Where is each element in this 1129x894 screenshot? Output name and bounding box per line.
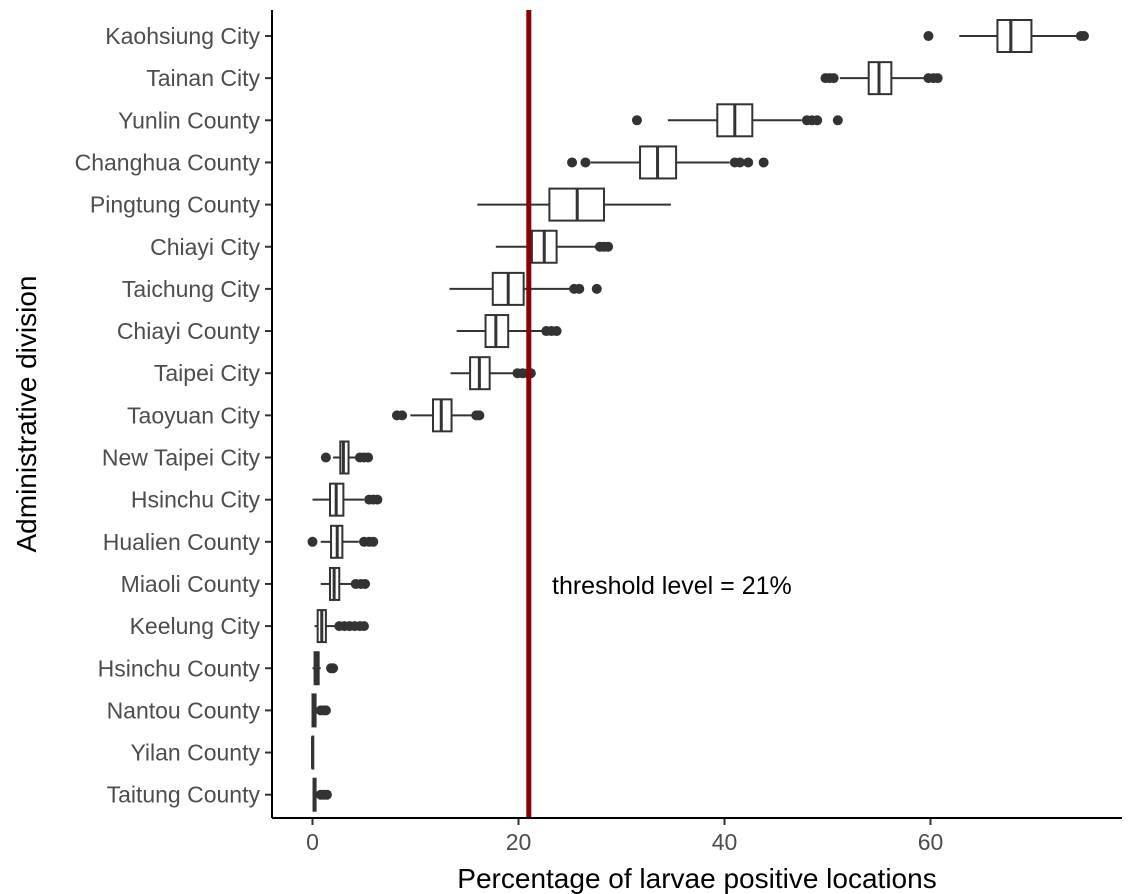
outlier-point xyxy=(372,494,383,505)
box-new-taipei-city xyxy=(320,440,374,475)
x-tick-label-40: 40 xyxy=(712,829,738,855)
y-tick-label-tainan-city: Tainan City xyxy=(146,65,260,91)
y-tick-label-taichung-city: Taichung City xyxy=(122,276,261,302)
outlier-point xyxy=(320,452,331,463)
box-changhua-county xyxy=(567,145,769,180)
y-tick-label-chiayi-county: Chiayi County xyxy=(117,318,261,344)
box-tainan-city xyxy=(820,61,943,96)
outlier-point xyxy=(923,31,934,41)
box-yunlin-county xyxy=(631,103,843,138)
box-nantou-county xyxy=(311,693,331,728)
box-hsinchu-county xyxy=(312,651,339,686)
outlier-point xyxy=(321,789,332,800)
y-tick-label-hsinchu-city: Hsinchu City xyxy=(131,487,261,513)
y-tick-label-taitung-county: Taitung County xyxy=(107,782,261,808)
box-taipei-city xyxy=(450,356,536,391)
y-tick-label-new-taipei-city: New Taipei City xyxy=(102,445,261,471)
box-yilan-county xyxy=(311,735,315,770)
outlier-point xyxy=(734,157,745,168)
y-tick-label-miaoli-county: Miaoli County xyxy=(121,571,261,597)
y-tick-label-changhua-county: Changhua County xyxy=(75,149,261,175)
box-miaoli-county xyxy=(320,566,371,601)
box-kaohsiung-city xyxy=(923,19,1089,53)
outlier-point xyxy=(360,578,371,589)
box-hualien-county xyxy=(307,524,379,559)
y-tick-labels: Kaohsiung City Tainan City Yunlin County Ch… xyxy=(75,23,261,808)
outlier-point xyxy=(580,157,591,168)
box-chiayi-city xyxy=(495,229,614,264)
outlier-point xyxy=(932,73,943,84)
outlier-point xyxy=(328,663,339,674)
outlier-point xyxy=(631,115,642,126)
y-tick-label-keelung-city: Keelung City xyxy=(130,613,261,639)
box-pingtung-county xyxy=(477,187,671,222)
outlier-point xyxy=(574,283,585,294)
outlier-point xyxy=(758,157,769,168)
outlier-point xyxy=(603,241,614,252)
box-taichung-city xyxy=(449,271,602,306)
box-keelung-city xyxy=(314,609,369,644)
box-taitung-county xyxy=(312,777,332,812)
x-axis-title: Percentage of larvae positive locations xyxy=(457,863,936,894)
y-tick-label-kaohsiung-city: Kaohsiung City xyxy=(105,23,260,49)
outlier-point xyxy=(359,621,369,632)
outlier-point xyxy=(591,283,602,294)
box-chiayi-county xyxy=(456,314,562,349)
outlier-point xyxy=(320,705,331,716)
outlier-point xyxy=(828,73,839,84)
outlier-point xyxy=(743,157,754,168)
outlier-point xyxy=(812,115,823,126)
x-tick-label-20: 20 xyxy=(506,829,532,855)
box-hsinchu-city xyxy=(312,482,383,517)
outlier-point xyxy=(363,452,374,463)
y-tick-label-yilan-county: Yilan County xyxy=(130,740,260,766)
y-tick-label-taipei-city: Taipei City xyxy=(154,360,261,386)
boxes xyxy=(307,19,1089,812)
outlier-point xyxy=(1078,31,1089,41)
outlier-point xyxy=(474,410,485,421)
y-tick-label-pingtung-county: Pingtung County xyxy=(90,192,261,218)
outlier-point xyxy=(397,410,408,421)
y-tick-label-nantou-county: Nantou County xyxy=(107,697,261,723)
x-ticks xyxy=(311,818,932,825)
x-tick-labels: 0 20 40 60 xyxy=(306,829,943,855)
y-tick-label-hualien-county: Hualien County xyxy=(103,529,261,555)
outlier-point xyxy=(307,536,318,547)
outlier-point xyxy=(567,157,578,168)
box-taoyuan-city xyxy=(391,398,485,433)
threshold-label: threshold level = 21% xyxy=(552,572,792,600)
outlier-point xyxy=(832,115,843,126)
outlier-point xyxy=(551,326,562,337)
x-tick-label-0: 0 xyxy=(306,829,319,855)
y-axis-title: Administrative division xyxy=(11,276,42,553)
x-tick-label-60: 60 xyxy=(918,829,944,855)
y-ticks xyxy=(265,35,272,796)
y-tick-label-taoyuan-city: Taoyuan City xyxy=(127,402,260,428)
y-tick-label-yunlin-county: Yunlin County xyxy=(118,107,260,133)
y-tick-label-chiayi-city: Chiayi City xyxy=(150,234,260,260)
outlier-point xyxy=(368,536,379,547)
box-iqr xyxy=(996,19,1033,53)
y-tick-label-hsinchu-county: Hsinchu County xyxy=(98,655,261,681)
